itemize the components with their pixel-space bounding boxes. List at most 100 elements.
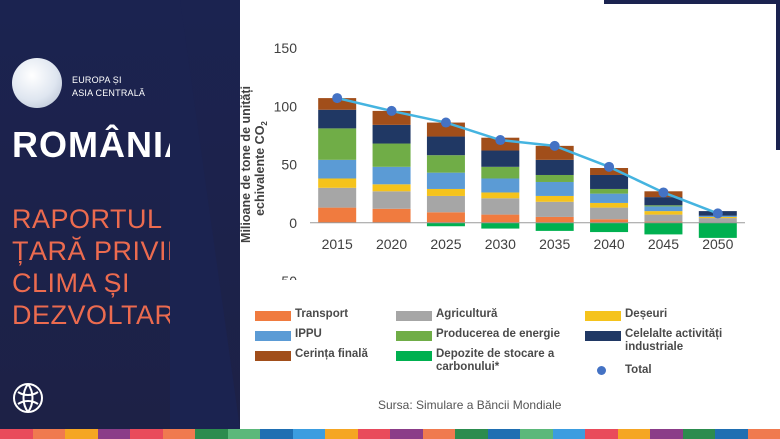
region-label: EUROPA ȘI ASIA CENTRALĂ bbox=[72, 74, 145, 100]
bar-segment bbox=[590, 188, 629, 194]
x-tick-label: 2025 bbox=[430, 236, 461, 252]
y-tick-label: -50 bbox=[277, 273, 297, 280]
legend-swatch bbox=[255, 311, 291, 321]
bar-segment bbox=[318, 207, 357, 223]
legend-label: Total bbox=[625, 364, 652, 376]
bar-segment bbox=[698, 218, 737, 223]
bar-segment bbox=[644, 222, 683, 235]
legend-marker bbox=[597, 366, 606, 375]
bar-segment bbox=[644, 221, 683, 223]
bar-segment bbox=[318, 187, 357, 208]
bar-segment bbox=[590, 193, 629, 203]
bar-segment bbox=[318, 109, 357, 129]
stripe-segment bbox=[682, 429, 715, 439]
x-tick-label: 2035 bbox=[539, 236, 570, 252]
stripe-segment bbox=[227, 429, 260, 439]
bar-segment bbox=[644, 197, 683, 206]
region-line-1: EUROPA ȘI bbox=[72, 75, 122, 85]
stripe-segment bbox=[715, 429, 748, 439]
legend-label: Depozite de stocare a carbonului* bbox=[436, 348, 555, 373]
bar-segment bbox=[590, 202, 629, 208]
legend-label: Transport bbox=[295, 308, 349, 320]
stripe-segment bbox=[422, 429, 455, 439]
x-tick-label: 2045 bbox=[648, 236, 679, 252]
bar-segment bbox=[644, 214, 683, 222]
bar-segment bbox=[318, 178, 357, 188]
bar-segment bbox=[644, 206, 683, 212]
globe-icon bbox=[12, 58, 62, 108]
world-bank-globe-icon bbox=[13, 383, 43, 413]
bar-segment bbox=[590, 207, 629, 220]
report-title-line-3: CLIMA ȘI bbox=[12, 268, 131, 298]
bar-segment bbox=[426, 212, 465, 223]
legend-label: Deșeuri bbox=[625, 308, 668, 320]
legend-swatch bbox=[255, 331, 291, 341]
bar-segment bbox=[426, 188, 465, 196]
bar-segment bbox=[372, 191, 411, 209]
total-point bbox=[386, 105, 397, 116]
x-tick-label: 2020 bbox=[376, 236, 407, 252]
color-stripe-footer bbox=[0, 429, 780, 439]
bar-segment bbox=[698, 222, 737, 238]
stripe-segment bbox=[357, 429, 390, 439]
y-tick-label: 0 bbox=[289, 215, 297, 231]
bar-segment bbox=[481, 178, 520, 193]
bar-segment bbox=[318, 159, 357, 179]
total-line bbox=[336, 96, 719, 215]
x-tick-label: 2015 bbox=[322, 236, 353, 252]
bar-segment bbox=[372, 166, 411, 185]
stripe-segment bbox=[162, 429, 195, 439]
legend-swatch bbox=[585, 311, 621, 321]
bar-segment bbox=[426, 155, 465, 173]
stripe-segment bbox=[390, 429, 423, 439]
stripe-segment bbox=[97, 429, 130, 439]
stripe-segment bbox=[585, 429, 618, 439]
stripe-segment bbox=[650, 429, 683, 439]
stripe-segment bbox=[292, 429, 325, 439]
stripe-segment bbox=[0, 429, 33, 439]
legend-swatch bbox=[396, 311, 432, 321]
country-title: ROMÂNIA bbox=[12, 124, 191, 165]
stripe-segment bbox=[617, 429, 650, 439]
bar-segment bbox=[644, 205, 683, 207]
legend-label: IPPU bbox=[295, 328, 322, 340]
bar-segment bbox=[535, 216, 574, 223]
bar-segment bbox=[590, 222, 629, 233]
bar-segment bbox=[481, 192, 520, 199]
bar-segment bbox=[481, 222, 520, 229]
y-tick-label: 150 bbox=[274, 40, 298, 56]
bar-segment bbox=[481, 150, 520, 167]
bar-segment bbox=[535, 159, 574, 175]
bar-segment bbox=[535, 174, 574, 182]
bar-segment bbox=[590, 219, 629, 223]
stripe-segment bbox=[260, 429, 293, 439]
legend-label: Cerința finală bbox=[295, 348, 368, 360]
bar-segment bbox=[372, 143, 411, 167]
stripe-segment bbox=[552, 429, 585, 439]
bar-segment bbox=[644, 211, 683, 215]
total-point bbox=[658, 187, 669, 198]
bar-segment bbox=[426, 172, 465, 189]
x-tick-label: 2050 bbox=[702, 236, 733, 252]
total-point bbox=[332, 93, 343, 104]
bar-segment bbox=[535, 222, 574, 231]
bar-segment bbox=[426, 222, 465, 227]
stripe-segment bbox=[65, 429, 98, 439]
legend-swatch bbox=[585, 331, 621, 341]
legend-label: Agricultură bbox=[436, 308, 498, 320]
bar-segment bbox=[426, 195, 465, 213]
bar-segment bbox=[481, 198, 520, 215]
bar-segment bbox=[318, 98, 357, 110]
emissions-chart: -50 0 50 100 150 Milioane de tone de unităție… bbox=[239, 40, 745, 280]
legend-swatch bbox=[396, 331, 432, 341]
legend-swatch bbox=[255, 351, 291, 361]
total-point bbox=[495, 135, 506, 146]
y-axis-label: Milioane de tone de unitățiechivalente C… bbox=[239, 86, 269, 243]
bar-segment bbox=[481, 214, 520, 223]
total-point bbox=[549, 140, 560, 151]
bar-segment bbox=[535, 181, 574, 196]
legend-label: Producerea de energie bbox=[436, 328, 560, 340]
bar-segment bbox=[318, 128, 357, 160]
x-tick-label: 2030 bbox=[485, 236, 516, 252]
bar-segment bbox=[426, 136, 465, 156]
